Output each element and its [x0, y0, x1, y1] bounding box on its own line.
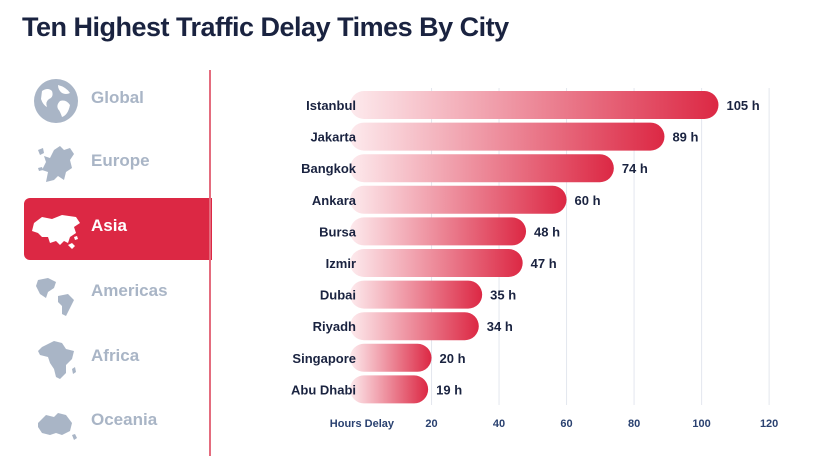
bar: [350, 185, 567, 214]
americas-map-icon: [36, 278, 74, 316]
data-label: 35 h: [490, 288, 516, 303]
category-label: Dubai: [320, 288, 356, 303]
asia-map-icon: [32, 215, 80, 249]
bar-chart: Istanbul 105 h Jakarta 89 h Bangkok 74 h Ankar…: [291, 88, 778, 430]
region-label-europe: Europe: [91, 151, 150, 170]
region-item-africa[interactable]: Africa: [24, 328, 212, 390]
bar: [350, 91, 719, 119]
region-label-oceania: Oceania: [91, 410, 158, 429]
europe-map-icon: [38, 146, 74, 182]
data-label: 34 h: [487, 319, 513, 334]
x-tick-label: 80: [628, 418, 640, 430]
bar: [350, 249, 523, 277]
region-label-asia: Asia: [91, 216, 127, 235]
sidebar-divider: [209, 70, 211, 456]
x-tick-label: 40: [493, 418, 505, 430]
chart-title: Ten Highest Traffic Delay Times By City: [22, 12, 509, 42]
category-label: Riyadh: [313, 319, 356, 334]
bar: [350, 154, 614, 183]
data-label: 48 h: [534, 224, 560, 239]
data-label: 105 h: [726, 98, 759, 113]
x-tick-label: 60: [560, 418, 572, 430]
region-item-americas[interactable]: Americas: [24, 263, 212, 325]
bar: [350, 122, 665, 151]
x-axis-label: Hours Delay: [330, 418, 395, 430]
x-tick-label: 100: [692, 418, 710, 430]
category-label: Jakarta: [310, 130, 356, 145]
bar: [350, 217, 527, 246]
data-label: 20 h: [440, 351, 466, 366]
oceania-map-icon: [38, 413, 77, 440]
region-item-asia[interactable]: Asia: [24, 198, 212, 260]
bar: [350, 280, 483, 309]
data-label: 74 h: [622, 161, 648, 176]
category-label: Ankara: [312, 193, 357, 208]
data-label: 60 h: [575, 193, 601, 208]
category-label: Singapore: [292, 351, 356, 366]
category-label: Bursa: [319, 224, 357, 239]
category-label: Izmir: [326, 256, 356, 271]
category-label: Bangkok: [301, 161, 357, 176]
region-item-global[interactable]: Global: [24, 70, 212, 132]
data-label: 47 h: [531, 256, 557, 271]
africa-map-icon: [38, 341, 76, 379]
category-label: Istanbul: [306, 98, 356, 113]
x-tick-label: 120: [760, 418, 778, 430]
region-item-europe[interactable]: Europe: [24, 133, 212, 195]
bar: [350, 312, 479, 341]
bar: [350, 375, 429, 404]
region-label-americas: Americas: [91, 281, 168, 300]
region-label-global: Global: [91, 88, 144, 107]
region-label-africa: Africa: [91, 346, 140, 365]
globe-icon: [34, 79, 78, 123]
data-label: 19 h: [436, 382, 462, 397]
data-label: 89 h: [672, 130, 698, 145]
bar: [350, 343, 432, 372]
region-item-oceania[interactable]: Oceania: [24, 392, 212, 454]
category-label: Abu Dhabi: [291, 382, 356, 397]
region-sidebar: Global Europe Asia Americas Africa: [0, 70, 214, 462]
x-tick-label: 20: [425, 418, 437, 430]
